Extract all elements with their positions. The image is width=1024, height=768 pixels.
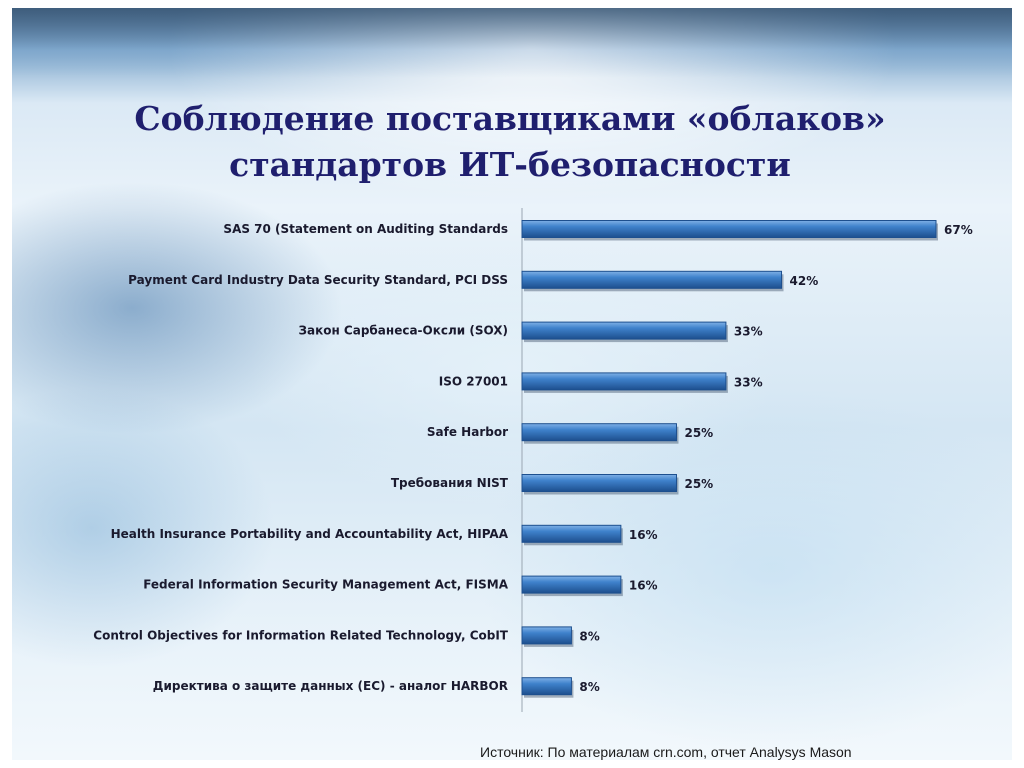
value-label: 16% <box>629 528 658 542</box>
category-label: Директива о защите данных (ЕС) - аналог … <box>153 679 508 693</box>
category-label: Safe Harbor <box>427 425 508 439</box>
bar <box>521 474 677 492</box>
category-label: Закон Сарбанеса-Оксли (SOX) <box>298 324 508 338</box>
bar <box>521 270 783 289</box>
bar <box>521 575 622 594</box>
category-label: Payment Card Industry Data Security Stan… <box>128 273 508 287</box>
bar <box>521 626 572 645</box>
header-band <box>12 8 1012 78</box>
bar <box>521 220 937 238</box>
bar <box>521 372 727 391</box>
bar <box>521 677 572 696</box>
category-label: ISO 27001 <box>439 374 508 388</box>
value-label: 8% <box>579 629 599 643</box>
title-line-2: стандартов ИТ-безопасности <box>229 145 791 184</box>
category-label: Federal Information Security Management … <box>143 578 509 592</box>
cloud-background <box>12 8 1012 760</box>
bar <box>521 524 622 543</box>
bar <box>521 423 677 442</box>
category-label: Требования NIST <box>391 476 509 490</box>
value-label: 33% <box>734 375 763 389</box>
category-label: SAS 70 (Statement on Auditing Standards <box>223 222 508 236</box>
value-label: 16% <box>629 579 658 593</box>
value-label: 8% <box>579 680 599 694</box>
source-note: Источник: По материалам crn.com, отчет A… <box>480 744 852 760</box>
category-label: Control Objectives for Information Relat… <box>93 628 509 642</box>
value-label: 33% <box>734 325 763 339</box>
slide-title: Соблюдение поставщиками «облаков» станда… <box>90 96 930 188</box>
category-label: Health Insurance Portability and Account… <box>111 527 509 541</box>
value-label: 25% <box>684 426 713 440</box>
value-label: 25% <box>684 477 713 491</box>
value-label: 67% <box>944 223 973 237</box>
bar <box>521 321 727 340</box>
title-line-1: Соблюдение поставщиками «облаков» <box>134 99 886 138</box>
value-label: 42% <box>790 274 819 288</box>
